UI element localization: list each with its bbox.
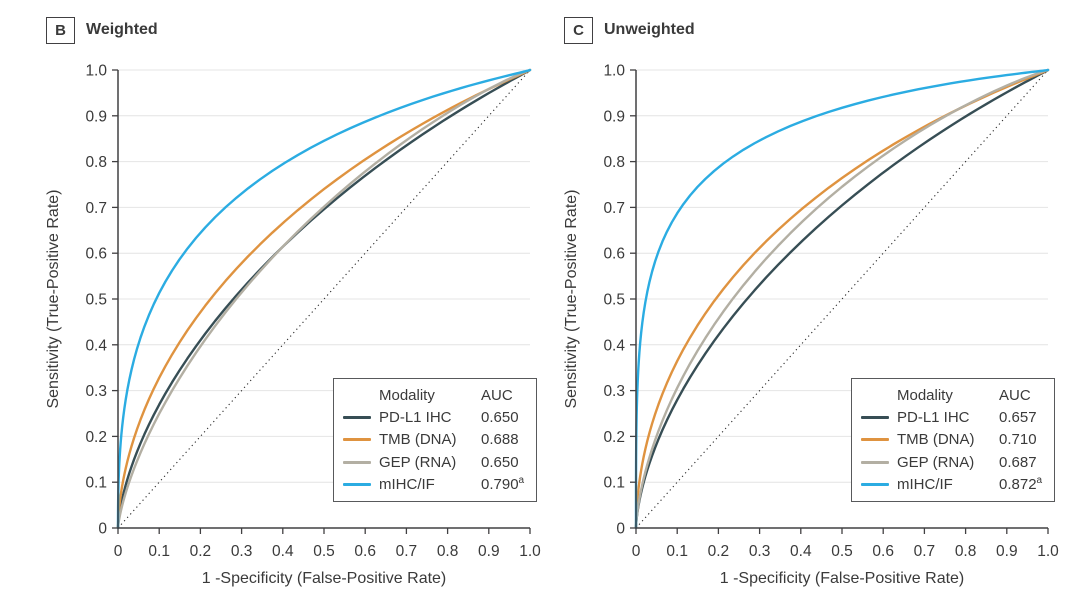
legend-swatch-mihc-if <box>861 483 889 487</box>
legend-row-tmb-dna: TMB (DNA) 0.688 <box>343 429 530 451</box>
legend-row-gep-rna: GEP (RNA) 0.650 <box>343 451 530 473</box>
legend-header-row: Modality AUC <box>861 384 1048 406</box>
x-tick-label: 1.0 <box>519 543 541 560</box>
y-tick-label: 0.5 <box>603 292 625 309</box>
y-tick-label: 0.1 <box>603 475 625 492</box>
panel-b-legend: Modality AUC PD-L1 IHC 0.650 TMB (DNA) 0… <box>333 378 537 502</box>
panel-b-x-axis-title: 1 -Specificity (False-Positive Rate) <box>201 570 447 587</box>
x-tick-label: 0.6 <box>872 543 894 560</box>
legend-row-pd-l1-ihc: PD-L1 IHC 0.650 <box>343 406 530 428</box>
x-tick-label: 0.2 <box>708 543 730 560</box>
x-tick-label: 0.8 <box>437 543 459 560</box>
y-tick-label: 0.3 <box>85 383 107 400</box>
y-tick-label: 0.8 <box>85 154 107 171</box>
legend-auc-header: AUC <box>481 386 513 404</box>
legend-modality-header: Modality <box>897 386 953 404</box>
panel-c-title-text: Unweighted <box>604 21 695 38</box>
legend-row-mihc-if: mIHC/IF 0.872a <box>861 474 1048 496</box>
panel-b-title-text: Weighted <box>86 21 158 38</box>
panel-b-title: B Weighted <box>46 16 158 44</box>
y-tick-label: 0 <box>616 521 625 538</box>
x-tick-label: 0.1 <box>666 543 688 560</box>
x-tick-label: 0.5 <box>313 543 335 560</box>
legend-row-tmb-dna: TMB (DNA) 0.710 <box>861 429 1048 451</box>
y-tick-label: 0.9 <box>603 108 625 125</box>
y-tick-label: 0.4 <box>85 337 107 354</box>
roc-curve-mihc-if <box>116 68 532 530</box>
x-tick-label: 0.4 <box>790 543 812 560</box>
legend-swatch-tmb-dna <box>861 438 889 442</box>
y-tick-label: 0.2 <box>603 429 625 446</box>
legend-row-mihc-if: mIHC/IF 0.790a <box>343 474 530 496</box>
x-tick-label: 0 <box>632 543 641 560</box>
y-tick-label: 0.1 <box>85 475 107 492</box>
y-tick-label: 0.2 <box>85 429 107 446</box>
y-tick-label: 0.4 <box>603 337 625 354</box>
x-tick-label: 0.7 <box>914 543 936 560</box>
x-tick-label: 0.1 <box>148 543 170 560</box>
panel-c-title: C Unweighted <box>564 16 695 44</box>
legend-swatch-mihc-if <box>343 483 371 487</box>
y-tick-label: 0.3 <box>603 383 625 400</box>
legend-header-row: Modality AUC <box>343 384 530 406</box>
panel-b-y-axis-title: Sensitivity (True-Positive Rate) <box>45 189 62 409</box>
x-tick-label: 0.3 <box>231 543 253 560</box>
legend-row-pd-l1-ihc: PD-L1 IHC 0.657 <box>861 406 1048 428</box>
panel-b-letter-box: B <box>46 16 75 44</box>
y-tick-label: 0.6 <box>85 246 107 263</box>
x-tick-label: 0.4 <box>272 543 294 560</box>
y-tick-label: 0.8 <box>603 154 625 171</box>
y-tick-label: 0.6 <box>603 246 625 263</box>
x-tick-label: 1.0 <box>1037 543 1059 560</box>
roc-curve-mihc-if <box>634 68 1050 530</box>
legend-swatch-gep-rna <box>343 460 371 464</box>
y-tick-label: 0.9 <box>85 108 107 125</box>
y-tick-label: 1.0 <box>85 63 107 80</box>
y-tick-label: 0.5 <box>85 292 107 309</box>
y-tick-label: 1.0 <box>603 63 625 80</box>
x-tick-label: 0.2 <box>190 543 212 560</box>
x-tick-label: 0.6 <box>354 543 376 560</box>
y-tick-label: 0.7 <box>603 200 625 217</box>
legend-modality-header: Modality <box>379 386 435 404</box>
legend-swatch-gep-rna <box>861 460 889 464</box>
panel-c-legend: Modality AUC PD-L1 IHC 0.657 TMB (DNA) 0… <box>851 378 1055 502</box>
y-tick-label: 0 <box>98 521 107 538</box>
legend-swatch-tmb-dna <box>343 438 371 442</box>
legend-auc-header: AUC <box>999 386 1031 404</box>
x-tick-label: 0.3 <box>749 543 771 560</box>
x-tick-label: 0.5 <box>831 543 853 560</box>
x-tick-label: 0.8 <box>955 543 977 560</box>
panel-c-y-axis-title: Sensitivity (True-Positive Rate) <box>563 189 580 409</box>
panel-c-x-axis-title: 1 -Specificity (False-Positive Rate) <box>719 570 965 587</box>
legend-row-gep-rna: GEP (RNA) 0.687 <box>861 451 1048 473</box>
legend-swatch-pd-l1-ihc <box>343 416 371 420</box>
x-tick-label: 0.9 <box>478 543 500 560</box>
y-tick-label: 0.7 <box>85 200 107 217</box>
x-tick-label: 0.9 <box>996 543 1018 560</box>
x-tick-label: 0.7 <box>396 543 418 560</box>
legend-swatch-pd-l1-ihc <box>861 416 889 420</box>
panel-c-letter-box: C <box>564 16 593 44</box>
x-tick-label: 0 <box>114 543 123 560</box>
